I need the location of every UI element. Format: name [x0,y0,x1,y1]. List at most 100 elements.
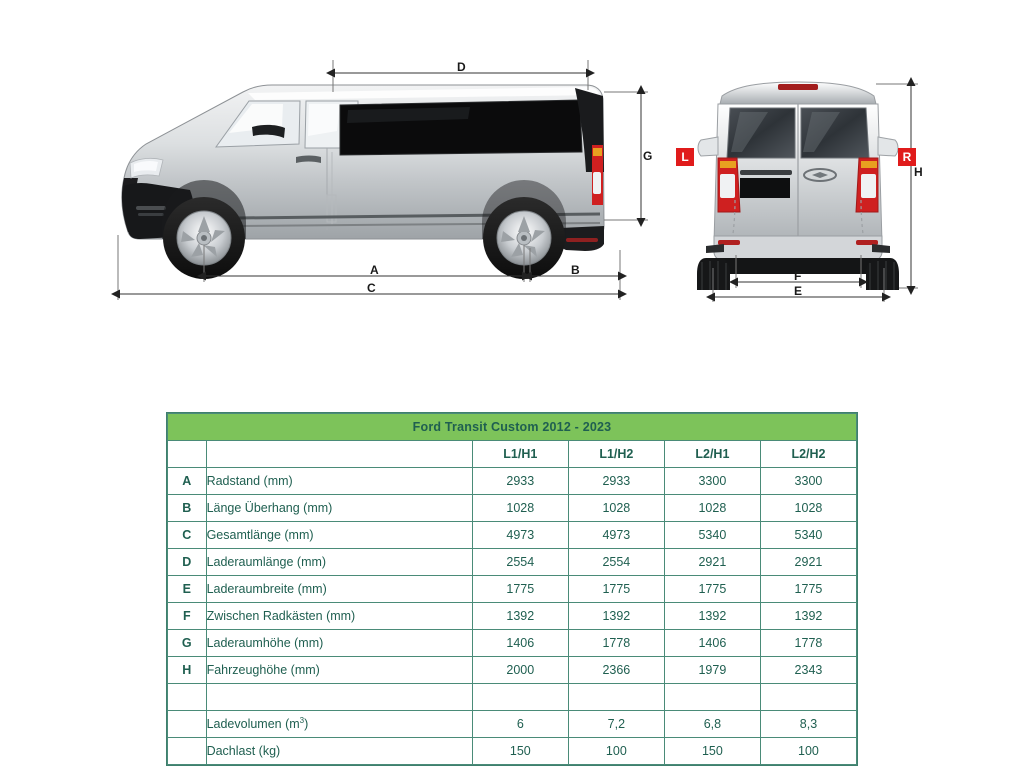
row-letter: G [167,629,207,657]
dim-label-C: C [367,281,376,295]
row-value: 100 [567,737,665,765]
table-row: E Laderaumbreite (mm) 1775 1775 1775 177… [167,575,858,603]
rear-badge-inner [812,172,828,178]
table-row: G Laderaumhöhe (mm) 1406 1778 1406 1778 [167,629,858,657]
row-value: 1775 [567,575,665,603]
table-row: F Zwischen Radkästen (mm) 1392 1392 1392… [167,602,858,630]
row-value: 2366 [567,656,665,684]
row-value: 1392 [471,602,569,630]
tail-clear-left [720,174,735,198]
row-desc: Länge Überhang (mm) [205,494,473,522]
table-title: Ford Transit Custom 2012 - 2023 [167,413,857,441]
headlight-lens [134,160,158,172]
tyre-tread [701,261,895,290]
rear-door-recess [740,178,790,198]
dim-label-H: H [914,165,923,179]
diagram-svg [111,60,918,302]
table-row: H Fahrzeughöhe (mm) 2000 2366 1979 2343 [167,656,858,684]
ladevolumen-superscript: 3 [299,716,305,726]
dim-label-A: A [370,263,379,277]
table-row-ladevolumen: Ladevolumen (m3) 6 7,2 6,8 8,3 [167,710,858,738]
row-desc: Zwischen Radkästen (mm) [205,602,473,630]
header-col-l1h1: L1/H1 [471,440,569,468]
row-value: 1979 [663,656,761,684]
row-letter: A [167,467,207,495]
dim-label-G: G [643,149,653,163]
row-value: 100 [759,737,858,765]
spacer-cell [567,683,665,711]
row-value: 2921 [663,548,761,576]
table-row-dachlast: Dachlast (kg) 150 100 150 100 [167,737,858,765]
table-row: C Gesamtlänge (mm) 4973 4973 5340 5340 [167,521,858,549]
rear-glass-left [726,107,796,159]
row-desc: Radstand (mm) [205,467,473,495]
row-value: 1406 [663,629,761,657]
row-value: 1028 [567,494,665,522]
rear-wheel [483,197,565,279]
row-letter: H [167,656,207,684]
table-row: A Radstand (mm) 2933 2933 3300 3300 [167,467,858,495]
header-letter-col [167,440,207,468]
row-value: 1028 [759,494,858,522]
row-value: 8,3 [759,710,858,738]
dim-label-F: F [794,269,802,283]
row-value: 1778 [759,629,858,657]
table-row: B Länge Überhang (mm) 1028 1028 1028 102… [167,494,858,522]
rear-reflector [566,238,598,242]
dim-label-B: B [571,263,580,277]
row-desc: Ladevolumen (m3) [205,710,473,738]
table-title-row: Ford Transit Custom 2012 - 2023 [167,413,857,441]
row-value: 4973 [567,521,665,549]
spacer-cell [205,683,473,711]
specification-table: Ford Transit Custom 2012 - 2023 L1/H1 L1… [166,412,858,766]
front-grille-slot [136,206,166,210]
spacer-cell [471,683,569,711]
front-grille-slot-2 [138,213,164,216]
row-desc: Laderaumhöhe (mm) [205,629,473,657]
mirror-right [877,136,899,157]
van-rear-view-graphic [697,81,899,290]
row-desc: Fahrzeughöhe (mm) [205,656,473,684]
dim-label-E: E [794,284,803,298]
row-value: 1028 [471,494,569,522]
reflector-right [856,240,878,245]
row-value: 2554 [567,548,665,576]
mirror-left [697,136,719,157]
rear-badge [803,168,837,182]
row-value: 1392 [567,602,665,630]
row-desc: Laderaumbreite (mm) [205,575,473,603]
row-value: 2000 [471,656,569,684]
rear-glass-gloss-l [731,112,768,152]
row-value: 6 [471,710,569,738]
header-col-l1h2: L1/H2 [567,440,665,468]
row-letter [167,710,207,738]
spacer-cell [759,683,858,711]
reflector-left [718,240,740,245]
front-door-handle [296,155,321,163]
bumper-end-right [872,244,890,253]
rear-roof [719,81,877,105]
row-letter: E [167,575,207,603]
table-spacer-row [167,683,858,711]
row-value: 1775 [759,575,858,603]
header-col-l2h2: L2/H2 [759,440,858,468]
row-value: 1028 [663,494,761,522]
row-value: 6,8 [663,710,761,738]
dim-label-D: D [457,60,466,74]
tail-light-clear [593,172,601,194]
rear-glass-gloss [347,107,470,123]
van-side-view-graphic [121,84,605,279]
table-row: D Laderaumlänge (mm) 2554 2554 2921 2921 [167,548,858,576]
header-col-l2h1: L2/H1 [663,440,761,468]
row-value: 4973 [471,521,569,549]
side-mirror [252,124,285,138]
row-letter: D [167,548,207,576]
row-desc: Dachlast (kg) [205,737,473,765]
front-wheel [163,197,245,279]
header-desc-col [205,440,473,468]
row-value: 3300 [663,467,761,495]
tail-amber-right [861,161,877,168]
row-value: 150 [471,737,569,765]
rear-lower-valance [712,258,884,274]
